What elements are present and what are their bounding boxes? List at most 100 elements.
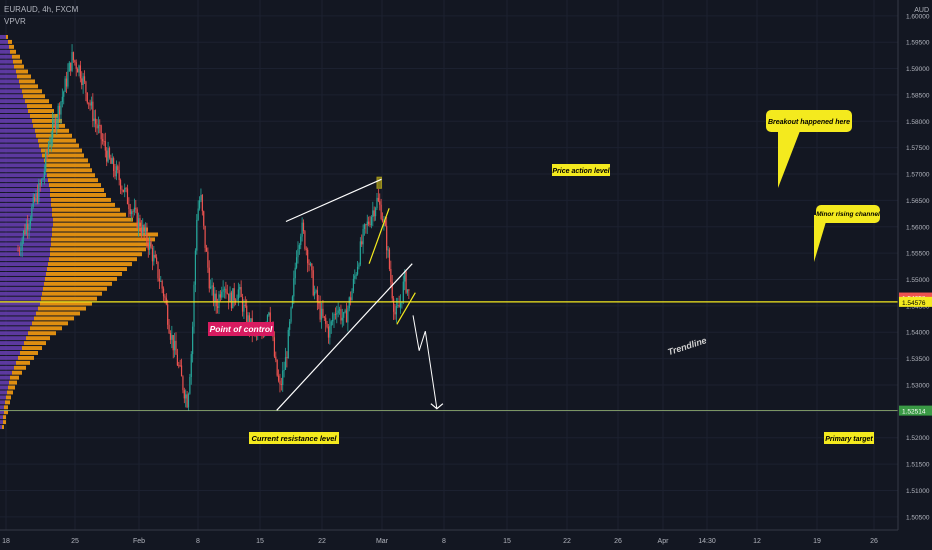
candle-body — [372, 210, 374, 218]
candle-body — [129, 209, 131, 215]
candle-body — [200, 195, 202, 201]
candle-body — [334, 314, 336, 315]
volume-bar-orange — [16, 69, 28, 74]
candle-body — [117, 166, 119, 171]
candle-body — [377, 197, 379, 202]
volume-bar-purple — [0, 99, 25, 104]
candle-body — [194, 250, 197, 285]
candle-body — [25, 223, 27, 235]
x-tick-label: 18 — [2, 538, 10, 545]
candle-body — [63, 91, 65, 97]
volume-bar-purple — [0, 346, 22, 351]
volume-bar-orange — [51, 242, 151, 247]
volume-bar-orange — [9, 44, 14, 49]
candle-body — [187, 393, 190, 408]
y-tick-label: 1.55500 — [906, 251, 930, 258]
candle-body — [208, 267, 210, 289]
candle-body — [71, 52, 73, 71]
candle-body — [241, 297, 244, 312]
volume-bar-orange — [14, 365, 26, 370]
volume-bar-purple — [0, 355, 18, 360]
volume-bar-purple — [0, 89, 22, 94]
volume-bar-orange — [3, 415, 6, 420]
volume-bar-orange — [50, 193, 106, 197]
candle-body — [351, 290, 353, 301]
candle-body — [366, 221, 368, 226]
volume-bar-orange — [20, 84, 38, 89]
candle-body — [276, 359, 278, 376]
candle-body — [142, 224, 144, 234]
candle-body — [401, 302, 403, 304]
candle-body — [121, 189, 123, 191]
candle-body — [286, 357, 288, 359]
symbol-title[interactable]: EURAUD, 4h, FXCM — [4, 5, 79, 14]
x-tick-label: Feb — [133, 538, 145, 545]
volume-bar-orange — [22, 346, 42, 351]
volume-bar-purple — [0, 247, 50, 252]
candle-body — [104, 141, 106, 151]
volume-bar-purple — [0, 69, 16, 74]
volume-bar-purple — [0, 257, 49, 262]
y-tick-label: 1.56500 — [906, 198, 930, 205]
breakout-pointer — [778, 118, 805, 188]
time-axis-bg — [0, 530, 898, 550]
volume-bar-orange — [36, 133, 72, 138]
candle-body — [101, 139, 104, 141]
y-tick-label: 1.57500 — [906, 145, 930, 152]
candle-body — [373, 210, 375, 217]
x-tick-label: 26 — [870, 538, 878, 545]
volume-bar-orange — [46, 168, 92, 173]
volume-bar-purple — [0, 242, 51, 247]
volume-bar-purple — [0, 365, 14, 370]
volume-bar-orange — [47, 173, 95, 178]
candle-body — [246, 305, 248, 324]
candle-body — [332, 320, 334, 322]
candle-body — [269, 312, 271, 325]
volume-bar-purple — [0, 360, 16, 365]
candle-body — [386, 225, 388, 251]
candle-body — [397, 305, 399, 306]
candle-body — [215, 293, 217, 307]
candle-body — [203, 211, 205, 226]
volume-bar-orange — [50, 247, 146, 252]
candle-body — [61, 96, 63, 102]
volume-bar-purple — [0, 395, 6, 400]
volume-bar-purple — [0, 351, 20, 355]
candle-body — [196, 219, 198, 251]
candle-body — [24, 230, 26, 235]
upper-wedge-line — [285, 178, 382, 223]
candle-body — [42, 178, 44, 180]
forecast-arrowhead — [430, 403, 444, 410]
volume-bar-orange — [20, 351, 38, 355]
volume-bar-orange — [36, 311, 80, 316]
candle-body — [125, 187, 127, 189]
candle-body — [307, 249, 309, 264]
poc-box — [208, 322, 274, 336]
candle-body — [21, 239, 23, 250]
x-tick-label: 15 — [256, 538, 264, 545]
candle-body — [175, 340, 177, 355]
indicator-label[interactable]: VPVR — [4, 17, 26, 26]
candle-body — [22, 230, 25, 240]
volume-bar-orange — [4, 410, 8, 415]
candle-body — [36, 193, 39, 203]
volume-bar-purple — [0, 321, 32, 326]
candle-body — [161, 281, 163, 289]
candle-body — [79, 65, 81, 79]
candle-body — [391, 282, 393, 299]
grid — [0, 0, 898, 530]
candle-body — [176, 354, 178, 366]
trendline-label: Trendline — [666, 335, 707, 357]
volume-bar-purple — [0, 79, 19, 84]
candle-body — [192, 326, 194, 355]
candle-body — [183, 390, 185, 399]
volume-bar-orange — [49, 257, 137, 262]
volume-bar-orange — [47, 267, 127, 272]
candle-body — [230, 292, 233, 309]
candle-body — [399, 303, 402, 308]
volume-bar-orange — [52, 227, 148, 232]
candle-body — [178, 365, 180, 367]
volume-bar-purple — [0, 415, 3, 420]
